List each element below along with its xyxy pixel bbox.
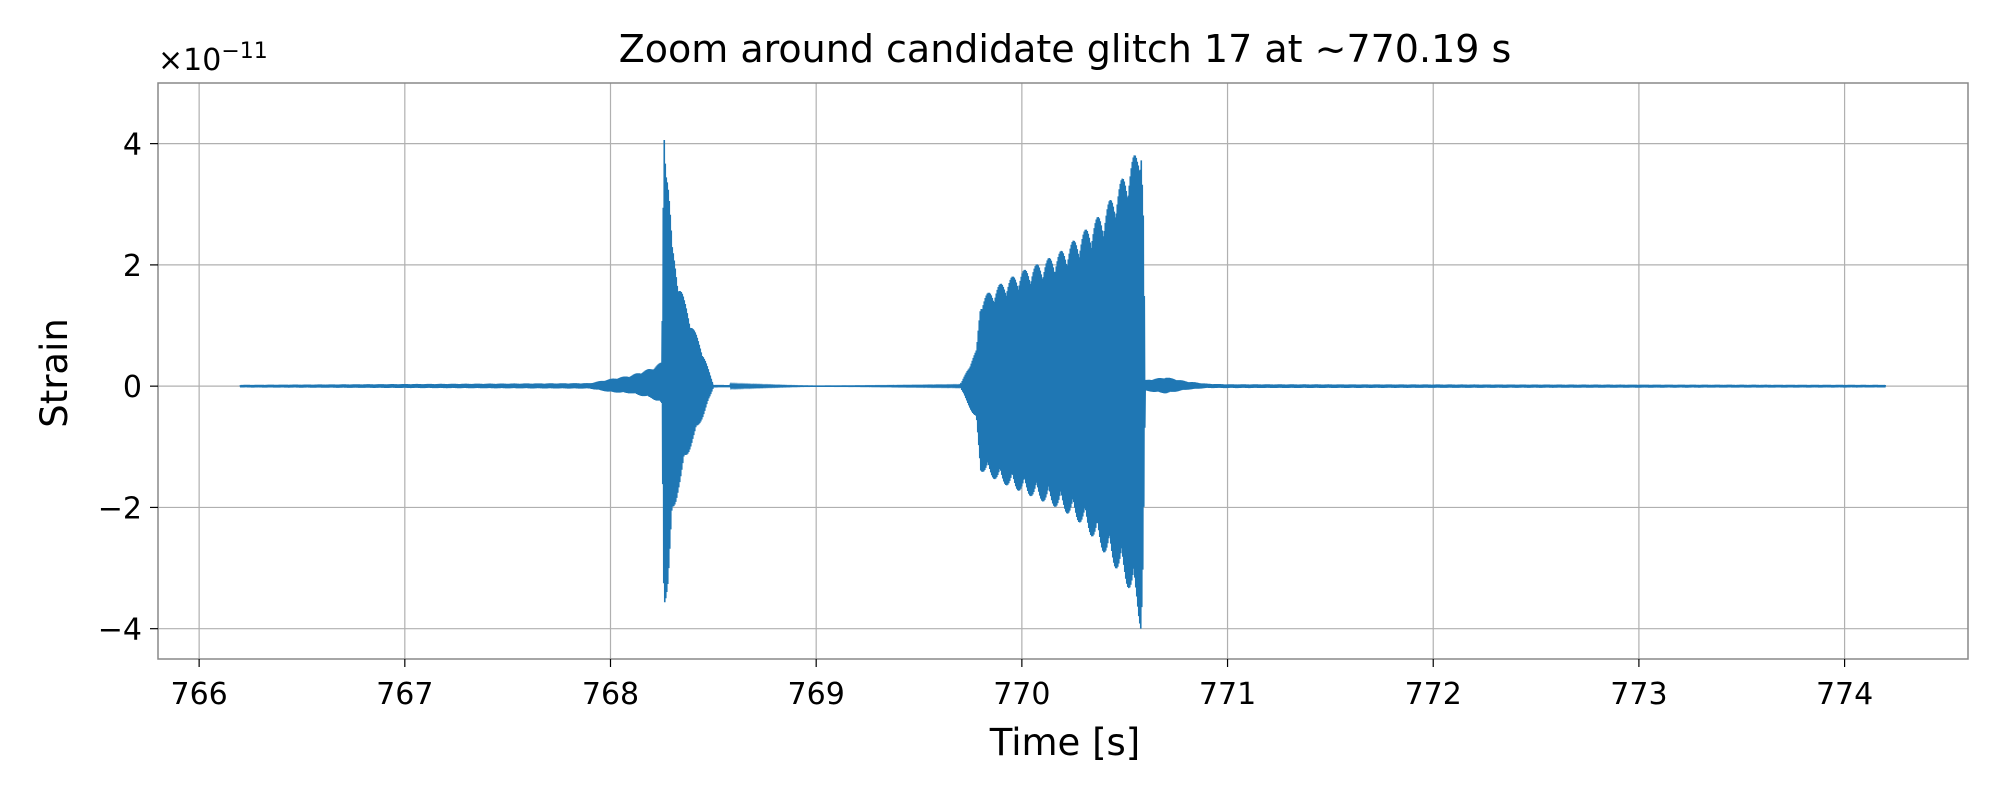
x-axis-label: Time [s] [989,721,1140,764]
y-tick-label: 4 [123,128,142,163]
x-tick-label: 773 [1610,677,1667,712]
strain-series-line [239,140,1887,629]
y-axis-ticks: −4 −2 0 2 4 [98,128,158,648]
y-tick-label: 2 [123,249,142,284]
y-axis-label: Strain [33,318,76,428]
y-axis-scale-factor: ×10−11 [158,39,268,78]
chart-title: Zoom around candidate glitch 17 at ~770.… [619,27,1512,71]
x-tick-label: 774 [1816,677,1873,712]
x-tick-label: 770 [993,677,1050,712]
x-tick-label: 768 [582,677,639,712]
y-tick-label: 0 [123,370,142,405]
y-tick-label: −2 [98,491,142,526]
x-tick-label: 766 [171,677,228,712]
x-axis-ticks: 766 767 768 769 770 771 772 773 774 [171,659,1873,712]
x-tick-label: 769 [788,677,845,712]
x-tick-label: 771 [1199,677,1256,712]
y-tick-label: −4 [98,613,142,648]
data-series [239,140,1887,629]
x-tick-label: 767 [376,677,433,712]
x-tick-label: 772 [1405,677,1462,712]
plot-area-frame [157,82,1969,660]
